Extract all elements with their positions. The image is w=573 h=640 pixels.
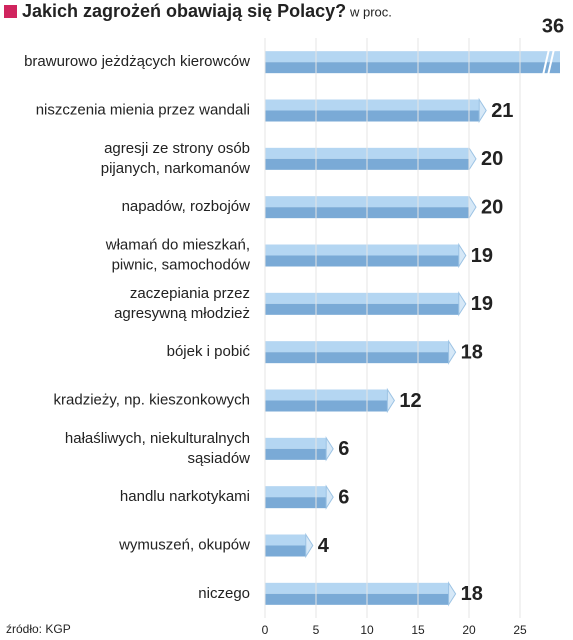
bar-bottom	[265, 62, 560, 74]
bar-cap	[458, 291, 467, 317]
bar-bottom	[265, 352, 449, 364]
bar-top	[265, 99, 480, 111]
bar	[265, 436, 334, 462]
category-label: włamań do mieszkań, piwnic, samochodów	[105, 236, 250, 273]
value-label: 18	[461, 583, 483, 605]
bar-cap	[386, 387, 395, 414]
bar-cap	[468, 194, 477, 220]
bar	[265, 581, 457, 607]
bar-cap	[305, 532, 314, 559]
bar-cap	[448, 581, 457, 607]
bar	[265, 242, 467, 269]
value-label: 4	[318, 535, 330, 557]
bar	[265, 51, 560, 74]
category-label: niczego	[198, 585, 250, 602]
bar-bottom	[265, 303, 459, 315]
value-label: 20	[481, 148, 503, 170]
bar-top	[265, 341, 449, 353]
plot-area	[265, 51, 560, 607]
value-label: 36	[542, 15, 564, 37]
bar-bottom	[265, 110, 480, 122]
value-label: 18	[461, 341, 483, 363]
bar-bottom	[265, 448, 327, 460]
value-label: 20	[481, 196, 503, 218]
bar-top	[265, 486, 327, 498]
x-tick-label: 0	[262, 623, 269, 637]
category-label: napadów, rozbojów	[122, 198, 251, 215]
value-label: 6	[338, 486, 349, 508]
value-label: 19	[471, 245, 493, 267]
bar	[265, 146, 477, 172]
x-tick-label: 15	[411, 623, 425, 637]
x-tick-label: 25	[513, 623, 527, 637]
x-tick-label: 20	[462, 623, 476, 637]
bar-cap	[468, 146, 477, 172]
x-tick-label: 10	[360, 623, 374, 637]
bar	[265, 291, 467, 317]
value-label: 19	[471, 293, 493, 315]
bar-top	[265, 534, 306, 546]
bar-bottom	[265, 255, 459, 267]
bar	[265, 194, 477, 220]
category-label: kradzieży, np. kieszonkowych	[54, 391, 250, 408]
bar-bottom	[265, 545, 306, 557]
bar-top	[265, 244, 459, 256]
chart-subtitle: w proc.	[349, 4, 392, 19]
category-label: bójek i pobić	[167, 343, 251, 360]
bar-top	[265, 51, 560, 63]
category-label: brawurowo jeżdżących kierowców	[24, 53, 250, 70]
bar-cap	[448, 339, 457, 365]
bar-top	[265, 292, 459, 304]
bar	[265, 532, 314, 559]
category-label: zaczepiania przez agresywną młodzież	[114, 285, 250, 322]
category-label: agresji ze strony osób pijanych, narkoman…	[101, 140, 250, 177]
value-label: 6	[338, 438, 349, 460]
bar	[265, 97, 487, 124]
bar-break	[547, 48, 555, 76]
source: źródło: KGP	[6, 622, 71, 636]
bar	[265, 387, 395, 414]
bar-cap	[325, 484, 334, 510]
chart-title: Jakich zagrożeń obawiają się Polacy?	[22, 1, 346, 21]
bar	[265, 339, 457, 365]
bar-top	[265, 437, 327, 449]
value-label: 21	[491, 100, 513, 122]
bar-top	[265, 389, 388, 401]
title-marker	[4, 5, 17, 18]
value-label: 12	[399, 390, 421, 412]
bar-break	[542, 48, 550, 76]
bar-top	[265, 582, 449, 594]
category-label: niszczenia mienia przez wandali	[36, 101, 250, 118]
bar-bottom	[265, 400, 388, 412]
bar-bottom	[265, 593, 449, 605]
bar-bottom	[265, 497, 327, 509]
category-label: hałaśliwych, niekulturalnych sąsiadów	[65, 430, 250, 467]
bar	[265, 484, 334, 510]
bar-cap	[478, 97, 487, 124]
bar-cap	[325, 436, 334, 462]
category-label: wymuszeń, okupów	[118, 536, 250, 553]
x-tick-label: 5	[313, 623, 320, 637]
bar-cap	[458, 242, 467, 269]
category-label: handlu narkotykami	[120, 488, 250, 505]
